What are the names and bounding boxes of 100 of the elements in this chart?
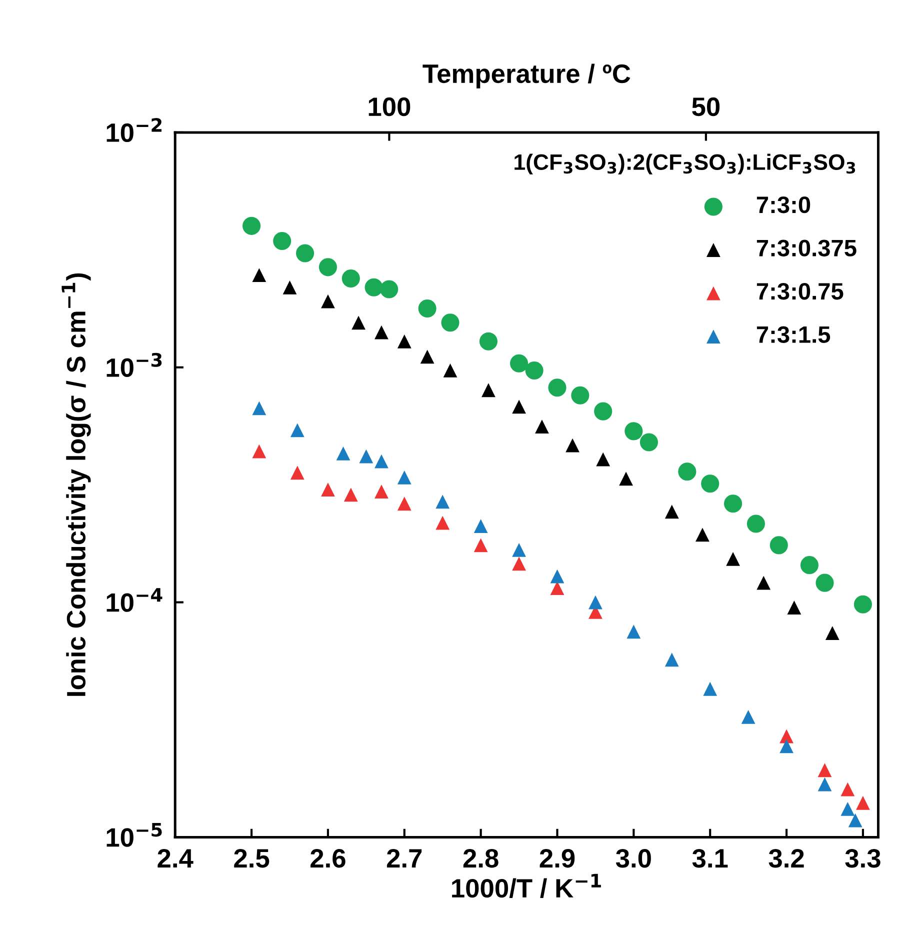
point [840, 802, 855, 816]
point [474, 538, 488, 552]
point [443, 364, 458, 378]
point [242, 216, 261, 235]
point [342, 269, 360, 288]
point [550, 569, 564, 584]
point [512, 556, 526, 571]
point [352, 316, 366, 330]
point [571, 386, 590, 404]
point [816, 574, 834, 592]
point [525, 361, 544, 380]
point [374, 454, 388, 468]
point [640, 433, 658, 452]
x2-tick-label: 100 [368, 97, 410, 116]
point [535, 420, 549, 434]
point [825, 626, 840, 640]
point [512, 543, 526, 557]
point [510, 354, 528, 372]
point [436, 516, 450, 530]
point [252, 444, 266, 458]
point [441, 314, 460, 332]
x-tick-label: 3.1 [692, 849, 728, 868]
point [701, 474, 720, 493]
point [787, 600, 802, 614]
legend-label: 7:3:0 [756, 196, 810, 214]
point [594, 402, 612, 420]
point [436, 494, 450, 509]
point [550, 581, 564, 595]
y-axis-title: Ionic Conductivity log(σ / S cm$^{−1}$) [62, 273, 91, 696]
point [474, 519, 488, 534]
point [840, 782, 855, 796]
point [756, 576, 771, 590]
point [397, 496, 412, 511]
point [741, 710, 756, 724]
x-tick-label: 3.3 [845, 849, 880, 868]
point [397, 470, 412, 484]
point [512, 400, 526, 414]
point [374, 325, 388, 340]
point [359, 449, 374, 464]
point [290, 423, 304, 438]
point [296, 244, 314, 262]
y-tick-label: 10$^{−3}$ [106, 352, 162, 377]
legend-label: 7:3:1.5 [756, 326, 830, 343]
point [678, 462, 696, 481]
x-tick-label: 2.9 [540, 849, 575, 868]
point [746, 514, 765, 533]
legend-label: 7:3:0.75 [756, 282, 844, 300]
x-tick-label: 3.2 [768, 849, 804, 868]
point [780, 739, 794, 754]
point [321, 482, 335, 496]
point [252, 268, 266, 282]
point [664, 504, 679, 519]
point [252, 401, 266, 416]
point [548, 378, 566, 397]
point [397, 334, 412, 348]
point [321, 294, 335, 308]
point [848, 813, 862, 828]
x2-tick-label: 50 [692, 97, 720, 116]
x-tick-label: 2.7 [386, 849, 422, 868]
x-tick-label: 2.8 [463, 849, 498, 868]
point [726, 552, 740, 566]
point [566, 438, 580, 452]
x2-axis-title: Temperature / ºC [422, 64, 630, 88]
point [818, 777, 832, 792]
point [664, 652, 679, 667]
point [696, 528, 710, 542]
point [724, 494, 742, 513]
point [482, 383, 496, 398]
y-tick-label: 10$^{−5}$ [106, 823, 162, 847]
point [624, 422, 643, 440]
point [770, 536, 788, 554]
x-tick-label: 2.5 [234, 849, 270, 868]
point [336, 446, 350, 460]
x-tick-label: 3.0 [616, 849, 651, 868]
y-tick-label: 10$^{−2}$ [106, 118, 162, 142]
point [374, 484, 388, 499]
text: 1(CF$_{3}$SO$_{3}$):2(CF$_{3}$SO$_{3}$):LiCF$_{3}$SO$_{3}$ [514, 154, 856, 174]
point [619, 472, 633, 486]
x-tick-label: 2.6 [310, 849, 346, 868]
x-tick-label: 2.4 [158, 849, 194, 868]
legend-label: 7:3:0.375 [756, 240, 856, 256]
point [290, 466, 304, 480]
point [282, 280, 297, 294]
point [596, 452, 610, 466]
point [380, 280, 398, 298]
point [420, 350, 434, 364]
y-tick-label: 10$^{−4}$ [106, 588, 162, 612]
point [418, 300, 436, 318]
point [800, 556, 818, 574]
point [344, 488, 358, 502]
point [479, 332, 498, 350]
point [856, 796, 870, 810]
point [703, 682, 718, 696]
point [588, 595, 602, 610]
point [818, 763, 832, 778]
point [318, 258, 337, 276]
x-axis-title: 1000/T / K$^{−1}$ [452, 874, 601, 898]
point [626, 624, 641, 639]
point [364, 278, 383, 296]
point [273, 232, 292, 250]
